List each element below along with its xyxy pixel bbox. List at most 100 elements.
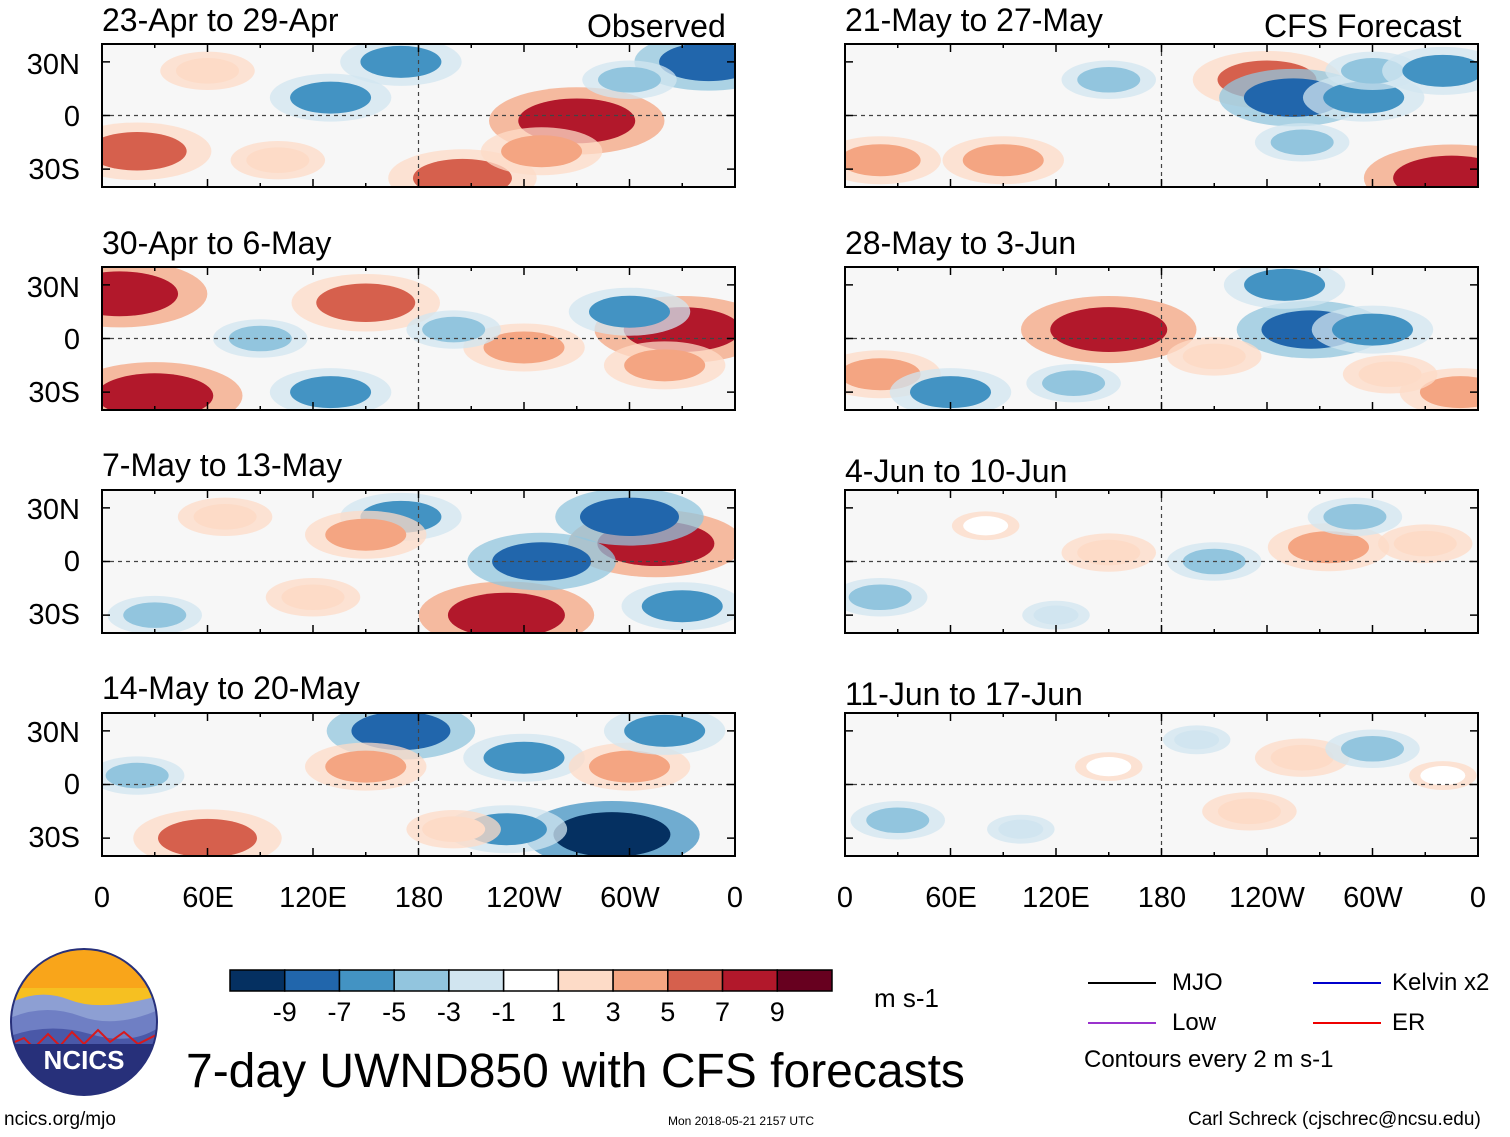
colorbar-swatch	[229, 969, 286, 992]
wind-anomaly-blob	[360, 45, 442, 78]
colorbar-tick-label: 1	[550, 997, 566, 1027]
lat-label-30s: 30S	[28, 599, 80, 631]
legend-kelvin-label: Kelvin x2	[1392, 969, 1490, 996]
lon-label: 120W	[1229, 882, 1305, 914]
lat-label-30s: 30S	[28, 154, 80, 186]
legend-kelvin-line	[1313, 982, 1381, 984]
wind-anomaly-blob	[910, 376, 991, 409]
legend-mjo-label: MJO	[1172, 969, 1223, 996]
wind-anomaly-blob	[228, 325, 292, 352]
legend-mjo-line	[1088, 982, 1156, 984]
wind-anomaly-blob	[1042, 370, 1106, 396]
wind-anomaly-blob	[589, 750, 670, 783]
map-panel	[101, 266, 736, 411]
forecast-header: CFS Forecast	[1264, 8, 1462, 44]
map-panel	[101, 43, 736, 188]
wind-anomaly-blob	[848, 584, 912, 611]
author-credit: Carl Schreck (cjschrec@ncsu.edu)	[1188, 1109, 1481, 1130]
lon-label: 0	[93, 882, 111, 914]
wind-anomaly-blob	[1288, 531, 1370, 564]
colorbar-swatch	[393, 969, 450, 992]
wind-anomaly-blob	[123, 602, 187, 628]
source-url[interactable]: ncics.org/mjo	[4, 1109, 116, 1130]
wind-anomaly-blob	[1402, 54, 1478, 87]
wind-anomaly-blob	[624, 349, 706, 382]
wind-anomaly-blob	[1077, 66, 1141, 93]
lat-label-30n: 30N	[26, 717, 80, 749]
wind-anomaly-blob	[1077, 539, 1141, 566]
lon-label: 0	[836, 882, 854, 914]
wind-anomaly-blob	[641, 590, 723, 623]
lat-label-eq: 0	[63, 546, 80, 578]
observed-header: Observed	[587, 8, 726, 44]
colorbar-swatch	[502, 969, 560, 992]
wind-anomaly-blob	[290, 81, 372, 114]
colorbar-swatch	[338, 969, 395, 992]
wind-anomaly-blob	[1270, 129, 1334, 156]
contour-note: Contours every 2 m s-1	[1084, 1046, 1334, 1073]
map-panel	[844, 712, 1479, 857]
wind-anomaly-blob	[193, 504, 257, 530]
colorbar-tick-label: -1	[491, 997, 516, 1027]
lon-label: 60W	[600, 882, 660, 914]
lat-label-30s: 30S	[28, 822, 80, 854]
lon-label: 0	[726, 882, 744, 914]
wind-anomaly-blob	[351, 713, 451, 751]
lon-label: 120E	[279, 882, 347, 914]
lon-label: 180	[394, 882, 444, 914]
panel-title-fc-3: 4-Jun to 10-Jun	[845, 453, 1068, 489]
wind-anomaly-blob	[1358, 361, 1422, 388]
wind-anomaly-blob	[1174, 730, 1220, 750]
wind-anomaly-blob	[1419, 376, 1478, 409]
map-panel	[844, 266, 1479, 411]
wind-anomaly-blob	[158, 818, 257, 856]
map-panels	[101, 43, 1479, 857]
colorbar-tick-label: 9	[769, 997, 785, 1027]
lat-label-eq: 0	[63, 101, 80, 133]
wind-anomaly-blob	[1033, 605, 1079, 625]
wind-anomaly-blob	[1393, 155, 1478, 187]
wind-anomaly-blob	[1050, 307, 1168, 352]
wind-anomaly-blob	[102, 271, 179, 317]
lon-label: 60W	[1343, 882, 1403, 914]
wind-anomaly-blob	[501, 135, 583, 168]
wind-anomaly-blob	[1332, 313, 1413, 346]
wind-anomaly-blob	[963, 516, 1009, 536]
wind-anomaly-blob	[290, 376, 372, 409]
wind-anomaly-blob	[962, 144, 1044, 177]
lon-label: 120W	[486, 882, 562, 914]
wind-anomaly-blob	[1393, 530, 1457, 557]
wind-anomaly-blob	[422, 816, 486, 842]
wind-anomaly-blob	[246, 147, 310, 173]
map-panel	[101, 489, 736, 634]
wind-anomaly-blob	[492, 542, 592, 581]
colorbar-swatch	[448, 969, 505, 992]
wind-anomaly-blob	[1244, 268, 1326, 301]
timestamp: Mon 2018-05-21 2157 UTC	[668, 1114, 815, 1128]
colorbar-tick-label: -5	[382, 997, 407, 1027]
wind-anomaly-blob	[325, 750, 407, 783]
panel-title-fc-2: 28-May to 3-Jun	[845, 225, 1077, 261]
wind-anomaly-blob	[316, 283, 416, 322]
wind-anomaly-blob	[589, 295, 670, 328]
lon-label: 60E	[182, 882, 234, 914]
wind-anomaly-blob	[422, 316, 486, 343]
colorbar-swatch	[667, 969, 724, 992]
wind-anomaly-blob	[281, 584, 345, 611]
lon-label: 180	[1137, 882, 1187, 914]
wind-anomaly-blob	[866, 807, 930, 834]
panel-title-fc-1: 21-May to 27-May	[845, 2, 1103, 38]
wind-anomaly-blob	[447, 592, 565, 633]
lat-label-30n: 30N	[26, 494, 80, 526]
ncics-logo: NCICS	[10, 948, 158, 1096]
colorbar	[229, 969, 833, 992]
map-panel	[101, 712, 736, 857]
colorbar-swatch	[776, 969, 833, 992]
wind-anomaly-blob	[598, 66, 661, 93]
wind-anomaly-blob	[1341, 735, 1404, 762]
lat-label-eq: 0	[63, 324, 80, 356]
lon-label: 120E	[1022, 882, 1090, 914]
legend-low-label: Low	[1172, 1009, 1217, 1036]
lat-label-30n: 30N	[26, 49, 80, 81]
